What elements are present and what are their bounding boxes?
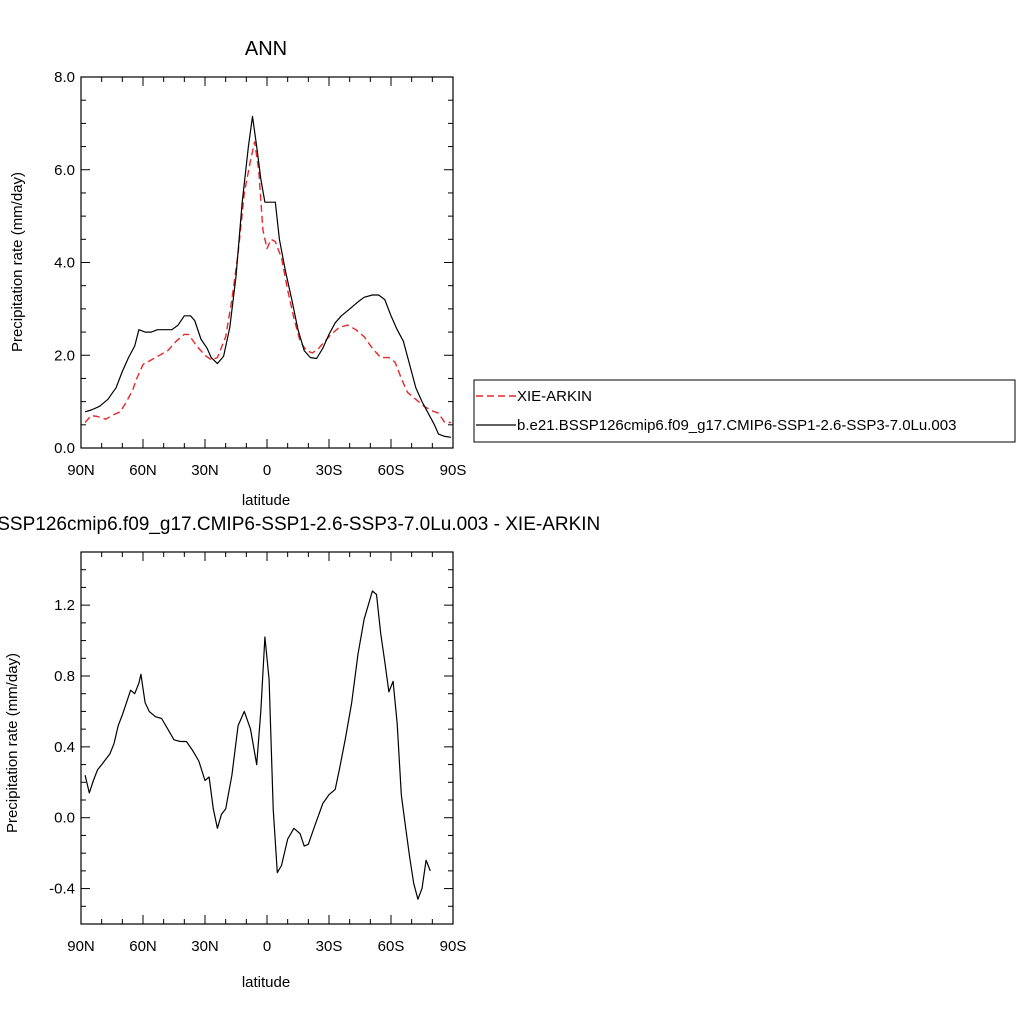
panel-2-y-tick-label: 1.2 xyxy=(54,597,75,614)
panel-2-y-tick-label: 0.8 xyxy=(54,668,75,685)
panel-1-x-tick-label: 0 xyxy=(263,462,271,479)
panel-1-y-tick-label: 4.0 xyxy=(54,255,75,272)
panel-2-x-tick-label: 60N xyxy=(129,938,157,955)
panel-1-y-tick-label: 8.0 xyxy=(54,69,75,86)
legend-box xyxy=(473,379,1016,443)
panel-2-difference: b.e21.BSSP126cmip6.f09_g17.CMIP6-SSP1-2.… xyxy=(0,514,600,991)
panel-2-y-tick-label: 0.0 xyxy=(54,810,75,827)
panel-2-series-line-model xyxy=(84,590,431,900)
panel-2-x-tick-label: 90N xyxy=(67,938,95,955)
panel-2-plot-frame xyxy=(80,551,454,925)
panel-2-y-axis-label: Precipitation rate (mm/day) xyxy=(4,653,21,833)
panel-1-y-tick-label: 6.0 xyxy=(54,162,75,179)
panel-2-x-axis-label: latitude xyxy=(242,974,290,991)
panel-1-annual-precipitation: ANN 90N 60N 30N 0 30S 60S 90S 0.0 2.0 4.0 6.0 8.0 l… xyxy=(9,38,466,509)
panel-1-series-line-model xyxy=(84,115,451,438)
panel-2-x-tick-label: 30S xyxy=(316,938,343,955)
panel-2-x-tick-label: 90S xyxy=(440,938,467,955)
panel-2-x-tick-label: 30N xyxy=(191,938,219,955)
panel-1-x-tick-label: 30N xyxy=(191,462,219,479)
panel-1-series-line-xie-arkin xyxy=(84,141,451,424)
legend-label-xie-arkin: XIE-ARKIN xyxy=(517,388,592,405)
panel-1-y-axis-label: Precipitation rate (mm/day) xyxy=(9,172,26,352)
panel-2-series xyxy=(84,590,431,900)
panel-1-plot-frame xyxy=(80,76,454,449)
panel-1-x-axis-label: latitude xyxy=(242,492,290,509)
panel-2-x-tick-label: 60S xyxy=(378,938,405,955)
panel-1-ticks: 90N 60N 30N 0 30S 60S 90S 0.0 2.0 4.0 6.0 8.0 xyxy=(54,69,466,479)
panel-1-x-tick-label: 90S xyxy=(440,462,467,479)
panel-1-series xyxy=(84,115,451,438)
panel-2-title: b.e21.BSSP126cmip6.f09_g17.CMIP6-SSP1-2.… xyxy=(0,514,600,535)
panel-2-x-tick-label: 0 xyxy=(263,938,271,955)
panel-1-x-tick-label: 60S xyxy=(378,462,405,479)
panel-1-y-tick-label: 0.0 xyxy=(54,440,75,457)
panel-1-x-tick-label: 30S xyxy=(316,462,343,479)
panel-1-x-tick-label: 60N xyxy=(129,462,157,479)
panel-1-y-tick-label: 2.0 xyxy=(54,347,75,364)
panel-1-title: ANN xyxy=(245,38,287,60)
panel-2-ticks: 90N 60N 30N 0 30S 60S 90S -0.4 0.0 0.4 0.8 1.2 xyxy=(49,551,467,955)
panel-1-x-tick-label: 90N xyxy=(67,462,95,479)
legend: XIE-ARKIN b.e21.BSSP126cmip6.f09_g17.CMI… xyxy=(473,379,1016,443)
panel-2-y-tick-label: -0.4 xyxy=(49,881,75,898)
legend-label-model: b.e21.BSSP126cmip6.f09_g17.CMIP6-SSP1-2.… xyxy=(517,417,956,434)
panel-2-y-tick-label: 0.4 xyxy=(54,739,75,756)
